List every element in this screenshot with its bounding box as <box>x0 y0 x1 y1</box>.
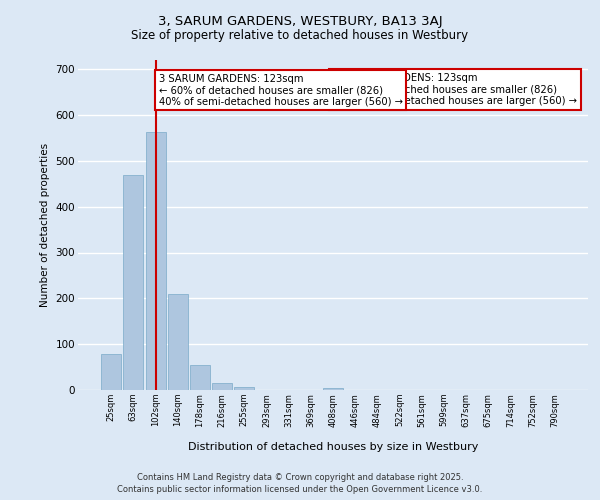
Y-axis label: Number of detached properties: Number of detached properties <box>40 143 50 307</box>
Text: Distribution of detached houses by size in Westbury: Distribution of detached houses by size … <box>188 442 478 452</box>
Text: 3, SARUM GARDENS, WESTBURY, BA13 3AJ: 3, SARUM GARDENS, WESTBURY, BA13 3AJ <box>158 15 442 28</box>
Bar <box>212 383 232 390</box>
Text: 3 SARUM GARDENS: 123sqm
← 60% of detached houses are smaller (826)
40% of semi-d: 3 SARUM GARDENS: 123sqm ← 60% of detache… <box>333 73 577 106</box>
Bar <box>323 388 343 390</box>
Text: Size of property relative to detached houses in Westbury: Size of property relative to detached ho… <box>131 29 469 42</box>
Text: 3 SARUM GARDENS: 123sqm
← 60% of detached houses are smaller (826)
40% of semi-d: 3 SARUM GARDENS: 123sqm ← 60% of detache… <box>159 74 403 107</box>
Bar <box>168 294 188 390</box>
Bar <box>124 176 143 390</box>
Bar <box>101 354 121 390</box>
Text: Contains HM Land Registry data © Crown copyright and database right 2025.
Contai: Contains HM Land Registry data © Crown c… <box>118 472 482 494</box>
Bar <box>190 365 210 390</box>
Bar <box>146 132 166 390</box>
Bar <box>234 387 254 390</box>
